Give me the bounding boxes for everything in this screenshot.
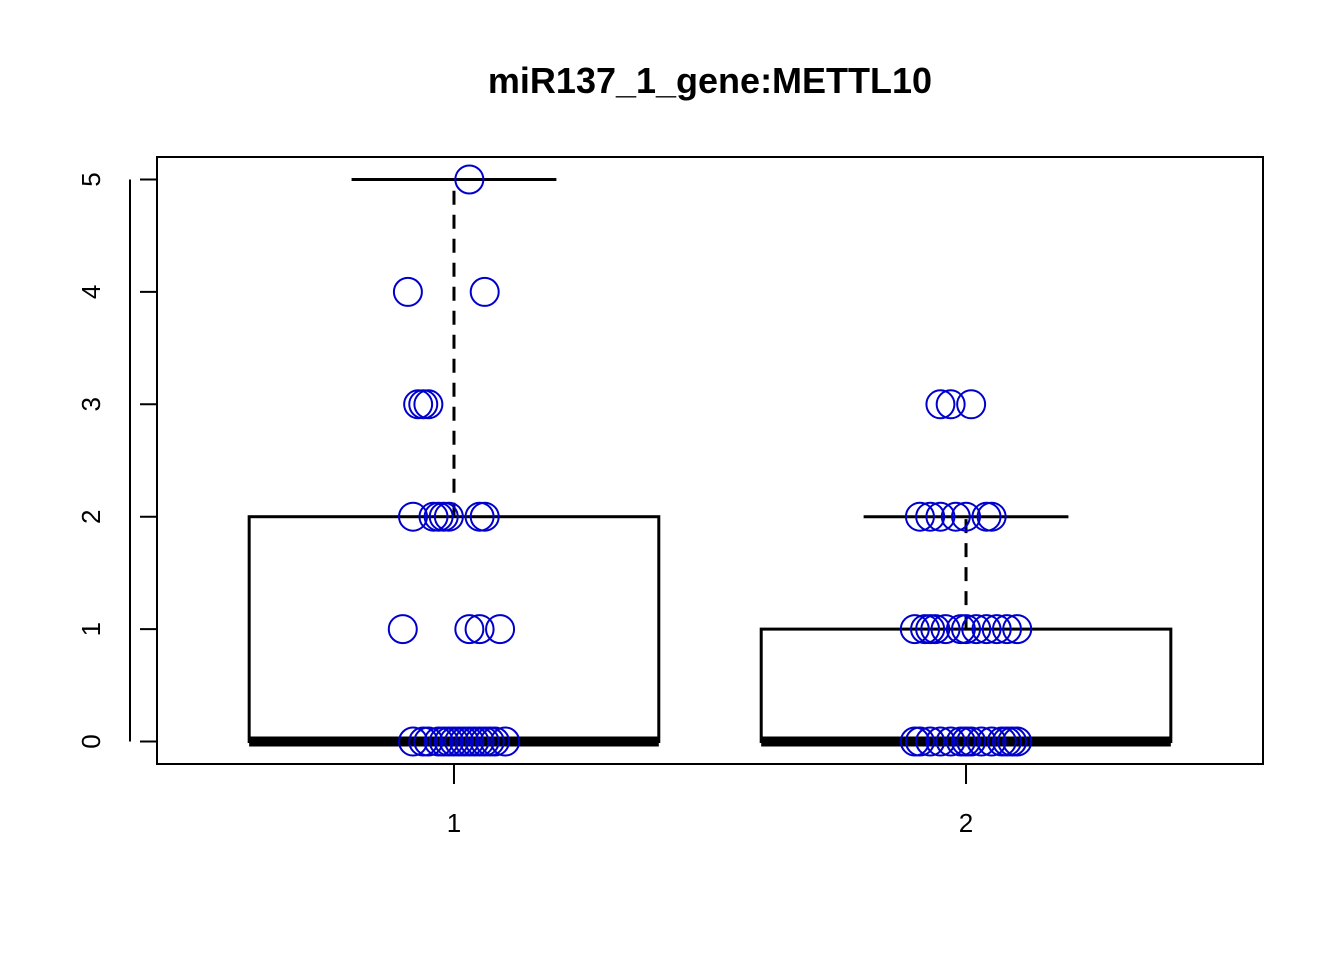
chart-title: miR137_1_gene:METTL10 (488, 60, 932, 101)
box-iqr (759, 627, 1173, 744)
y-tick-label: 1 (76, 622, 106, 636)
data-point (915, 501, 946, 532)
data-point (956, 726, 987, 757)
data-point (951, 501, 982, 532)
box-iqr (247, 515, 661, 744)
y-axis: 0 1 2 3 4 5 (76, 172, 157, 749)
data-point (935, 726, 966, 757)
y-tick-label: 0 (76, 734, 106, 748)
data-point (899, 614, 930, 645)
data-point (976, 726, 1007, 757)
data-point (387, 614, 418, 645)
data-point (479, 726, 510, 757)
data-point (940, 501, 971, 532)
x-tick-label: 1 (447, 808, 461, 838)
data-point (413, 389, 444, 420)
data-point (925, 501, 956, 532)
data-point (930, 614, 961, 645)
data-point (971, 614, 1002, 645)
data-point (966, 726, 997, 757)
data-point (433, 501, 464, 532)
data-point (981, 614, 1012, 645)
y-tick-label: 5 (76, 172, 106, 186)
data-point (469, 276, 500, 307)
y-tick-label: 4 (76, 285, 106, 299)
data-point (1002, 726, 1033, 757)
plot-frame (156, 156, 1264, 765)
data-point (951, 614, 982, 645)
data-point (1002, 614, 1033, 645)
data-point (464, 614, 495, 645)
data-point (485, 614, 516, 645)
data-point (398, 726, 429, 757)
y-tick-label: 3 (76, 397, 106, 411)
data-point (920, 614, 951, 645)
boxes-layer (247, 177, 1173, 747)
data-point (398, 501, 429, 532)
data-point (454, 164, 485, 195)
data-point (935, 389, 966, 420)
data-point (915, 726, 946, 757)
y-tick-label: 2 (76, 509, 106, 523)
data-point (925, 389, 956, 420)
points-layer (387, 164, 1033, 757)
data-point (991, 614, 1022, 645)
data-point (904, 726, 935, 757)
data-point (956, 389, 987, 420)
data-point (490, 726, 521, 757)
data-point (904, 501, 935, 532)
data-point (961, 614, 992, 645)
data-point (925, 726, 956, 757)
data-point (976, 501, 1007, 532)
data-point (392, 276, 423, 307)
data-point (469, 501, 500, 532)
data-point (454, 614, 485, 645)
x-tick-label: 2 (959, 808, 973, 838)
data-point (413, 726, 444, 757)
